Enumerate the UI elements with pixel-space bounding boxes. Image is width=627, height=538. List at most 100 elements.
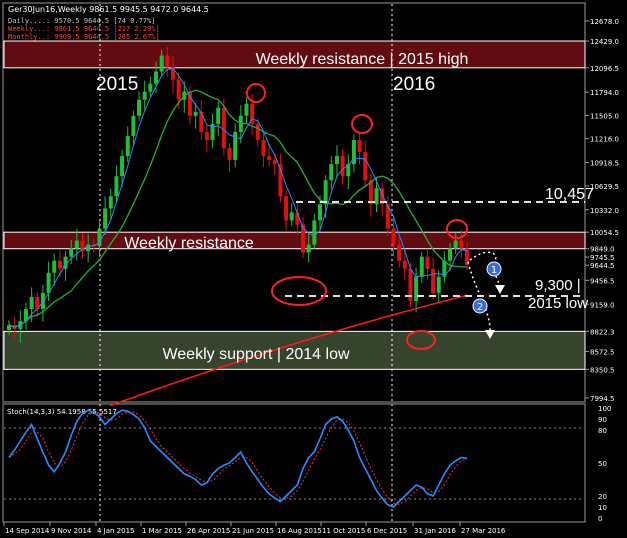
candle-body xyxy=(278,164,283,197)
info-line-2: Monthly..: 9909.5 9644.5 [265 2.67%] xyxy=(8,33,160,41)
candle-body xyxy=(453,240,458,249)
candle-body xyxy=(7,325,11,330)
price-tick-label: 12096.5 xyxy=(590,65,619,73)
candle-body xyxy=(329,164,334,181)
info-line-1: Weekly...: 9861.5 9644.5 [217 2.20%] xyxy=(8,25,160,33)
candle-body xyxy=(402,260,407,269)
stoch-main-line xyxy=(8,409,468,508)
candle-body xyxy=(425,256,430,269)
candle-body xyxy=(442,260,447,277)
candle-body xyxy=(397,244,402,261)
candle-body xyxy=(114,176,119,197)
candle-body xyxy=(368,180,373,205)
candle-body xyxy=(250,103,255,124)
candle-body xyxy=(436,276,441,293)
candle-body xyxy=(216,107,221,124)
zone-0 xyxy=(3,40,586,69)
marker-1-badge xyxy=(486,261,502,277)
candle-body xyxy=(131,115,136,136)
candle-body xyxy=(261,139,266,157)
price-tick-label: 11216.0 xyxy=(590,136,619,144)
candle-body xyxy=(210,123,215,140)
candle-body xyxy=(323,180,328,205)
price-tick-label: 11794.0 xyxy=(590,89,619,97)
zone-1 xyxy=(3,231,586,250)
candle-body xyxy=(97,228,102,247)
label-resistance-mid: Weekly resistance xyxy=(124,235,254,252)
candle-body xyxy=(137,99,142,116)
highlight-ellipse-nov-2015 xyxy=(351,114,373,134)
label-level-9300: 9,300 | xyxy=(535,277,581,294)
time-tick-label: 14 Sep 2014 xyxy=(5,527,50,535)
candle-body xyxy=(312,220,317,245)
candle-body xyxy=(142,91,147,100)
price-tick-label: 10332.0 xyxy=(590,207,619,215)
candle-body xyxy=(120,156,125,177)
price-tick-label: 10918.5 xyxy=(590,160,619,168)
candle-body xyxy=(159,55,164,72)
candle-body xyxy=(295,212,300,225)
candle-body xyxy=(63,256,68,269)
price-tick-label: 9745.5 xyxy=(590,254,615,262)
candle-body xyxy=(419,256,424,277)
candle-body xyxy=(340,156,345,177)
candle-body xyxy=(125,135,130,157)
candle-body xyxy=(170,67,175,80)
price-info-lines: Daily....: 9570.5 9644.5 [74 0.77%]Weekl… xyxy=(8,17,160,41)
stoch-tick-label: 50 xyxy=(598,460,607,468)
candle-body xyxy=(408,268,413,301)
candle-body xyxy=(148,83,153,92)
candle-body xyxy=(351,139,356,165)
stoch-tick-label: 90 xyxy=(598,416,607,424)
ma-mid-line xyxy=(8,89,468,328)
time-tick-label: 6 Dec 2015 xyxy=(367,527,407,535)
time-axis: 14 Sep 2014 9 Nov 2014 4 Jan 2015 1 Mar 201… xyxy=(3,522,506,535)
candle-body xyxy=(317,204,322,221)
projection-arrow-1 xyxy=(495,285,505,294)
price-tick-label: 8822.3 xyxy=(590,328,615,336)
label-level-2015-low: 2015 low xyxy=(528,295,588,312)
symbol-header: Ger30Jun16,Weekly 9861.5 9945.5 9472.0 9… xyxy=(8,5,209,14)
highlight-ellipse-aug-2015-low xyxy=(271,276,327,306)
candle-body xyxy=(35,296,40,310)
ma-slow-line xyxy=(109,294,468,407)
stoch-label: Stoch(14,3,3) 54.1958 55.5517 xyxy=(7,408,117,416)
candle-body xyxy=(57,260,62,269)
stoch-tick-label: 80 xyxy=(598,427,607,435)
price-tick-label: 9644.5 xyxy=(590,262,615,270)
price-tick-label: 10054.5 xyxy=(590,229,619,237)
stoch-tick-label: 100 xyxy=(598,405,611,413)
zones-layer xyxy=(3,40,586,370)
candle-body xyxy=(193,111,198,116)
candle-body xyxy=(272,160,277,165)
highlight-ellipse-current xyxy=(446,219,468,239)
time-tick-label: 21 Jun 2015 xyxy=(232,527,274,535)
candle-body xyxy=(238,115,243,132)
candle-body xyxy=(385,204,390,229)
price-tick-label: 10629.5 xyxy=(590,183,619,191)
candle-body xyxy=(414,276,419,301)
candles-layer xyxy=(7,46,469,343)
highlight-ellipse-apr-2015 xyxy=(246,83,266,103)
candle-body xyxy=(391,228,396,245)
candle-body xyxy=(465,248,469,266)
label-support-2014-low: Weekly support | 2014 low xyxy=(162,346,350,363)
candle-body xyxy=(431,268,436,293)
candle-body xyxy=(103,208,108,229)
candle-body xyxy=(199,111,204,132)
marker-1-label: 1 xyxy=(491,265,497,276)
candle-body xyxy=(374,188,379,205)
candle-body xyxy=(74,240,79,249)
time-tick-label: 9 Nov 2014 xyxy=(51,527,92,535)
price-tick-label: 9159.0 xyxy=(590,301,615,309)
time-tick-label: 11 Oct 2015 xyxy=(322,527,365,535)
label-year-2015: 2015 xyxy=(96,74,138,95)
highlight-ellipse-feb-2016-low xyxy=(406,330,436,350)
stoch-pane-frame xyxy=(2,403,586,523)
time-tick-label: 16 Aug 2015 xyxy=(277,527,322,535)
candle-body xyxy=(357,139,362,153)
candle-body xyxy=(69,248,74,257)
candle-body xyxy=(363,152,368,181)
price-tick-label: 9849.0 xyxy=(590,246,615,254)
